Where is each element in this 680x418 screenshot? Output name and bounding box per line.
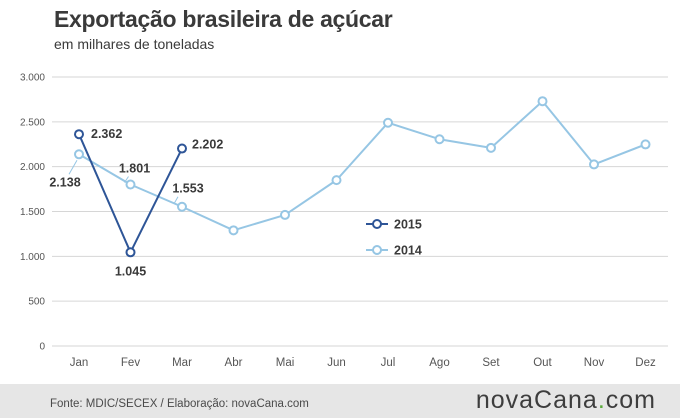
x-axis: Jan Fev Mar Abr Mai Jun Jul Ago Set Out Nov Dez bbox=[70, 357, 656, 369]
footer-bar: Fonte: MDIC/SECEX / Elaboração: novaCana… bbox=[0, 384, 680, 418]
y-tick-label: 2.500 bbox=[20, 117, 45, 128]
y-tick-label: 2.000 bbox=[20, 162, 45, 173]
y-tick-label: 500 bbox=[28, 297, 45, 308]
data-point-2014 bbox=[486, 142, 496, 153]
data-point-2014 bbox=[640, 139, 651, 150]
chart-series bbox=[74, 96, 651, 258]
data-point-2014 bbox=[434, 134, 445, 145]
legend-label-2015: 2015 bbox=[394, 218, 422, 232]
data-label-2015: 1.045 bbox=[115, 264, 146, 278]
data-label-2014: 2.138 bbox=[49, 175, 80, 189]
x-tick-label: Ago bbox=[429, 357, 449, 369]
data-point-2014 bbox=[331, 175, 342, 186]
data-point-2014 bbox=[537, 96, 548, 107]
brand-logo: novaCana.com bbox=[476, 386, 656, 415]
source-note: Fonte: MDIC/SECEX / Elaboração: novaCana… bbox=[50, 398, 309, 410]
legend-marker-2014 bbox=[372, 245, 382, 255]
chart-subtitle: em milhares de toneladas bbox=[54, 36, 215, 52]
series-line-2015 bbox=[78, 133, 183, 254]
chart-grid bbox=[52, 76, 668, 347]
x-tick-label: Out bbox=[533, 357, 552, 369]
data-point-2014 bbox=[383, 117, 393, 128]
data-label-2015: 2.362 bbox=[91, 127, 122, 141]
series-line-2014 bbox=[78, 100, 646, 232]
y-tick-label: 1.000 bbox=[20, 252, 45, 263]
data-point-2015 bbox=[125, 247, 136, 258]
legend-label-2014: 2014 bbox=[394, 244, 422, 258]
line-chart: 0 500 1.000 1.500 2.000 2.500 3.000 Jan Fev Mar A… bbox=[20, 73, 668, 369]
data-label-2015: 2.202 bbox=[192, 138, 223, 152]
data-point-2014 bbox=[280, 209, 290, 220]
label-leader-2014 bbox=[173, 196, 179, 204]
x-tick-label: Abr bbox=[225, 357, 243, 369]
legend-marker-2015 bbox=[372, 219, 382, 229]
brand-tld: com bbox=[605, 386, 656, 414]
x-tick-label: Dez bbox=[635, 357, 656, 369]
data-point-2014 bbox=[125, 179, 136, 190]
y-tick-label: 1.500 bbox=[20, 207, 45, 218]
y-axis: 0 500 1.000 1.500 2.000 2.500 3.000 bbox=[20, 73, 45, 353]
label-leader-2014 bbox=[68, 160, 78, 175]
y-tick-label: 3.000 bbox=[20, 73, 45, 84]
data-point-2014 bbox=[589, 159, 599, 170]
data-point-2015 bbox=[74, 129, 84, 140]
brand-name: novaCana bbox=[475, 386, 598, 414]
data-point-2014 bbox=[177, 201, 187, 212]
x-tick-label: Jan bbox=[70, 357, 89, 369]
x-tick-label: Set bbox=[482, 357, 500, 369]
chart-legend: 2015 2014 bbox=[366, 218, 422, 258]
label-leader-2014 bbox=[124, 176, 129, 183]
chart-title: Exportação brasileira de açúcar bbox=[54, 6, 393, 32]
data-point-2014 bbox=[74, 149, 84, 160]
y-tick-label: 0 bbox=[39, 342, 45, 353]
x-tick-label: Jun bbox=[327, 357, 346, 369]
x-tick-label: Nov bbox=[584, 357, 605, 369]
data-point-2014 bbox=[228, 225, 239, 236]
brand-dot: . bbox=[597, 386, 606, 414]
x-tick-label: Mai bbox=[276, 357, 295, 369]
data-labels: 2.362 1.045 2.202 2.138 1.801 1.553 bbox=[49, 127, 223, 278]
data-label-2014: 1.553 bbox=[172, 182, 203, 196]
data-label-2014: 1.801 bbox=[119, 162, 150, 176]
x-tick-label: Fev bbox=[121, 357, 140, 369]
data-point-2015 bbox=[177, 143, 187, 154]
x-tick-label: Jul bbox=[381, 357, 396, 369]
x-tick-label: Mar bbox=[172, 357, 192, 369]
